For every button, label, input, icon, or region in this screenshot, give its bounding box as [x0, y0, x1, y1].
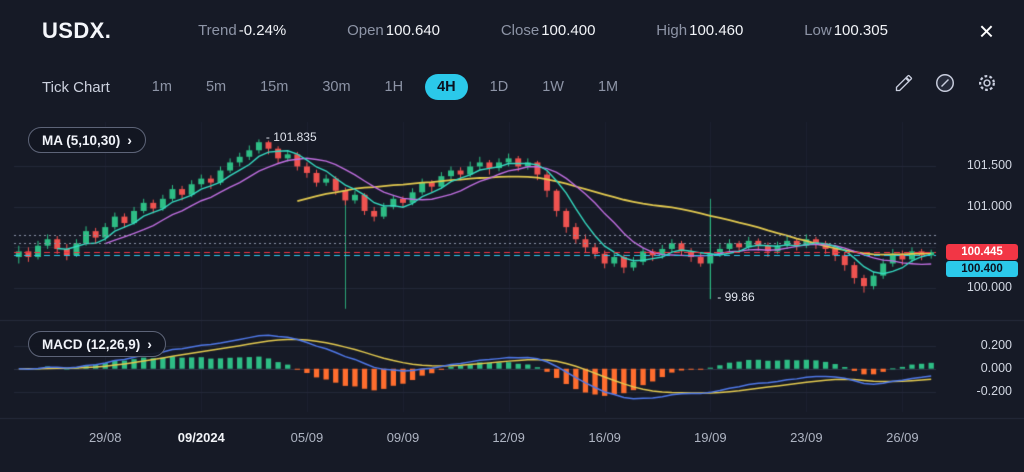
close-button[interactable]: ×: [975, 18, 998, 44]
compass-icon: [936, 74, 954, 92]
chevron-right-icon: ›: [127, 132, 132, 148]
draw-tool-button[interactable]: [892, 71, 916, 98]
symbol-title: USDX.: [42, 18, 112, 43]
chart-toolbar: Tick Chart 1m 5m 15m 30m 1H 4H 1D 1W 1M: [0, 62, 1024, 112]
timeframe-1W[interactable]: 1W: [530, 74, 576, 100]
timeframe-1D[interactable]: 1D: [478, 74, 521, 100]
x-axis-label: 12/09: [492, 430, 525, 445]
ohlc-stats: Trend -0.24% Open 100.640 Close 100.400 High 10…: [137, 22, 949, 40]
candlestick-chart-canvas[interactable]: [0, 112, 1024, 422]
gear-icon: [979, 75, 995, 91]
pencil-icon: [895, 74, 913, 92]
x-axis-label: 26/09: [886, 430, 919, 445]
header-stat-trend: Trend -0.24%: [198, 22, 287, 39]
timeframe-selector: 1m 5m 15m 30m 1H 4H 1D 1W 1M: [140, 74, 630, 100]
header-stat-close: Close 100.400: [500, 22, 596, 39]
chevron-right-icon: ›: [147, 336, 152, 352]
x-axis-label: 23/09: [790, 430, 823, 445]
price-badge-last: 100.400: [946, 261, 1018, 278]
x-axis-label: 09/09: [386, 430, 420, 445]
ma-indicator-chip[interactable]: MA (5,10,30) ›: [28, 127, 146, 153]
x-axis-label: 29/08: [88, 430, 122, 445]
macd-indicator-chip[interactable]: MACD (12,26,9) ›: [28, 331, 166, 357]
timeframe-1M[interactable]: 1M: [586, 74, 630, 100]
timeframe-4H[interactable]: 4H: [425, 74, 468, 100]
x-axis-label: 16/09: [588, 430, 621, 445]
timeframe-1H[interactable]: 1H: [373, 74, 416, 100]
header-stat-low: Low 100.305: [804, 22, 888, 39]
timeframe-15m[interactable]: 15m: [248, 74, 300, 100]
compass-tool-button[interactable]: [932, 70, 958, 99]
macd-axis-label: 0.200: [980, 337, 1012, 352]
chart-header: USDX. Trend -0.24% Open 100.640 Close 100.400…: [0, 0, 1024, 62]
price-annotation-high: - 101.835: [265, 130, 317, 145]
timeframe-5m[interactable]: 5m: [194, 74, 238, 100]
macd-axis-label: 0.000: [980, 360, 1012, 375]
header-stat-high: High 100.460: [656, 22, 744, 39]
price-axis-label: 100.000: [966, 279, 1012, 294]
ma-indicator-label: MA (5,10,30): [42, 132, 121, 148]
price-axis-label: 101.000: [966, 198, 1012, 213]
macd-axis-label: -0.200: [976, 383, 1012, 398]
settings-button[interactable]: [974, 70, 1000, 99]
x-axis-label: 09/2024: [177, 430, 225, 445]
toolbar-tools: [892, 70, 1000, 99]
price-badge-bid: 100.445: [946, 243, 1018, 260]
x-axis-label: 05/09: [290, 430, 324, 445]
header-stat-open: Open 100.640: [347, 22, 441, 39]
timeframe-1m[interactable]: 1m: [140, 74, 184, 100]
timeframe-30m[interactable]: 30m: [310, 74, 362, 100]
price-annotation-low: - 99.86: [717, 290, 755, 305]
price-axis-label: 101.500: [966, 158, 1012, 173]
tick-chart-tab[interactable]: Tick Chart: [42, 78, 110, 96]
macd-indicator-label: MACD (12,26,9): [42, 336, 141, 352]
x-axis-label: 19/09: [694, 430, 727, 445]
